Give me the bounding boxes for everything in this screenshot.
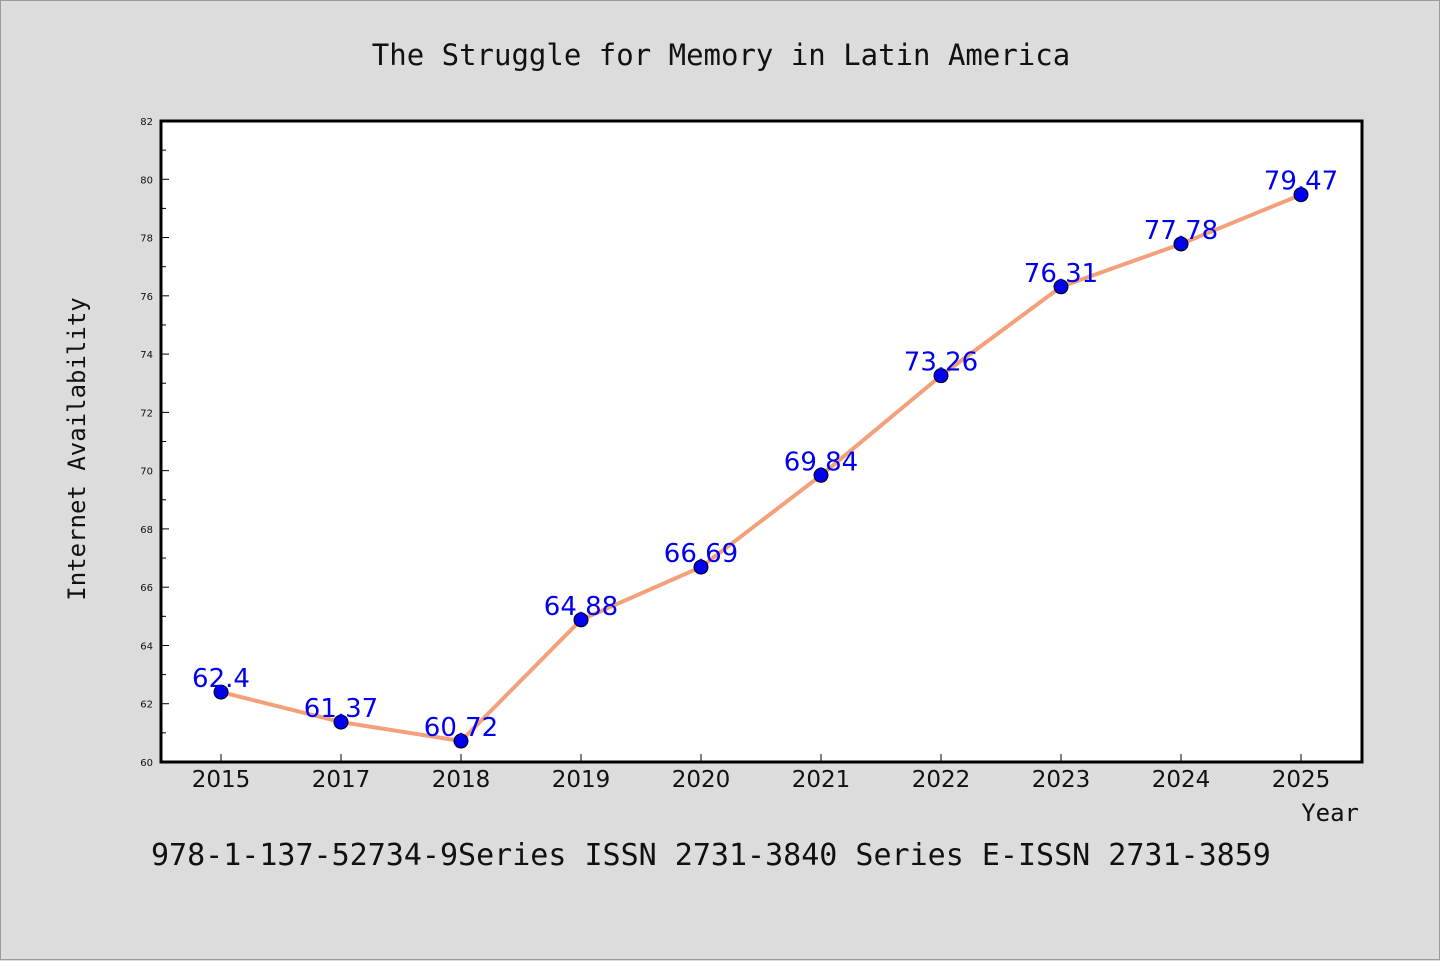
plot-area [159, 119, 1364, 764]
data-point [1293, 187, 1309, 203]
x-axis-label: Year [1301, 799, 1359, 827]
data-point [693, 559, 709, 575]
data-point [933, 368, 949, 384]
x-tick-label: 2022 [912, 767, 971, 793]
data-label: 73.26 [904, 348, 978, 378]
y-tick-label: 82 [140, 117, 153, 128]
y-tick-label: 66 [140, 583, 153, 594]
y-tick-label: 68 [140, 525, 153, 536]
x-axis: 2015 2017 2018 2019 2020 2021 2022 2023 2024 2025 [192, 754, 1331, 793]
x-tick-label: 2024 [1152, 767, 1211, 793]
y-axis: 60 62 64 66 68 70 72 74 76 78 80 82 [140, 117, 169, 769]
y-tick-label: 74 [140, 350, 153, 361]
data-label: 62.4 [192, 664, 250, 694]
x-tick-label: 2023 [1032, 767, 1091, 793]
series-markers [213, 187, 1309, 749]
x-tick-label: 2019 [552, 767, 611, 793]
x-tick-label: 2015 [192, 767, 251, 793]
x-tick-label: 2025 [1272, 767, 1331, 793]
data-label: 61.37 [304, 694, 378, 724]
data-point [213, 684, 229, 700]
data-label: 76.31 [1024, 259, 1098, 289]
y-tick-label: 78 [140, 234, 153, 245]
y-tick-label: 76 [140, 292, 153, 303]
data-label: 79.47 [1264, 167, 1338, 197]
y-tick-label: 72 [140, 408, 153, 419]
x-tick-label: 2021 [792, 767, 851, 793]
data-point [453, 733, 469, 749]
y-tick-label: 80 [140, 175, 153, 186]
data-label: 77.78 [1144, 216, 1218, 246]
data-label: 66.69 [664, 539, 738, 569]
footer-isbn: 978-1-137-52734-9Series ISSN 2731-3840 S… [151, 838, 1271, 873]
data-label: 60.72 [424, 713, 498, 743]
data-point [813, 467, 829, 483]
y-tick-label: 62 [140, 700, 153, 711]
data-point [1173, 236, 1189, 252]
chart-title: The Struggle for Memory in Latin America [372, 38, 1070, 72]
x-tick-label: 2017 [312, 767, 371, 793]
y-tick-label: 60 [140, 758, 153, 769]
x-tick-label: 2020 [672, 767, 731, 793]
y-tick-label: 70 [140, 467, 153, 478]
x-tick-label: 2018 [432, 767, 491, 793]
data-label: 69.84 [784, 447, 858, 477]
data-point [573, 612, 589, 628]
data-point [333, 714, 349, 730]
y-tick-label: 64 [140, 641, 153, 652]
data-labels: 62.4 61.37 60.72 64.88 66.69 69.84 73.26 76.31 7… [192, 167, 1338, 743]
series-line [219, 192, 1303, 744]
data-label: 64.88 [544, 592, 618, 622]
data-point [1053, 279, 1069, 295]
y-axis-label: Internet Availability [63, 297, 91, 600]
